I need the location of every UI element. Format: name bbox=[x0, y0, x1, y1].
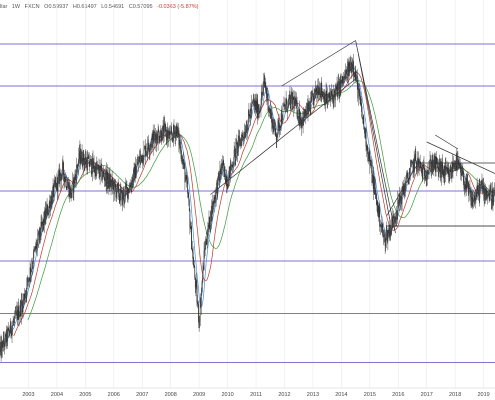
horizontal-levels-layer bbox=[0, 43, 495, 363]
x-tick-label-2013: 2013 bbox=[307, 392, 319, 398]
x-tick-label-2005: 2005 bbox=[79, 392, 91, 398]
trendlines-layer bbox=[210, 40, 495, 234]
change-value: -0.0363 (-5.87%) bbox=[157, 4, 199, 10]
moving-average-10 bbox=[4, 66, 495, 345]
moving-averages-layer bbox=[4, 66, 495, 345]
x-tick-label-2004: 2004 bbox=[51, 392, 63, 398]
x-tick-label-2008: 2008 bbox=[165, 392, 177, 398]
x-tick-label-2012: 2012 bbox=[278, 392, 290, 398]
x-tick-label-2018: 2018 bbox=[449, 392, 461, 398]
candles-layer bbox=[0, 53, 495, 362]
trendline-3 bbox=[358, 54, 391, 220]
ticker-label[interactable]: FXCN bbox=[24, 4, 40, 10]
x-tick-label-2009: 2009 bbox=[193, 392, 205, 398]
low-value: L0.54691 bbox=[101, 4, 125, 10]
x-tick-label-2019: 2019 bbox=[477, 392, 489, 398]
x-tick-label-2006: 2006 bbox=[108, 392, 120, 398]
symbol-header: llar 1W FXCN O0.59937 H0.61497 L0.54691 … bbox=[0, 4, 201, 14]
open-value: O0.59937 bbox=[44, 4, 69, 10]
x-tick-label-2010: 2010 bbox=[221, 392, 233, 398]
x-tick-label-2011: 2011 bbox=[250, 392, 262, 398]
trendline-4 bbox=[386, 162, 419, 216]
moving-average-52 bbox=[27, 80, 495, 321]
x-tick-label-2017: 2017 bbox=[421, 392, 433, 398]
trendline-1 bbox=[281, 40, 356, 87]
close-value: C0.57095 bbox=[128, 4, 153, 10]
high-value: H0.61497 bbox=[72, 4, 97, 10]
x-axis-ticks: 2003 2004 2005 2006 2007 2008 2009 2010 2011 2012… bbox=[22, 392, 489, 398]
interval-label[interactable]: 1W bbox=[11, 4, 21, 10]
trendline-0 bbox=[210, 78, 356, 195]
x-tick-label-2014: 2014 bbox=[335, 392, 347, 398]
x-tick-label-2003: 2003 bbox=[22, 392, 34, 398]
x-tick-label-2007: 2007 bbox=[136, 392, 148, 398]
moving-average-26 bbox=[13, 72, 495, 337]
symbol-prefix: llar bbox=[0, 4, 8, 10]
grid-layer bbox=[28, 0, 484, 388]
x-tick-label-2015: 2015 bbox=[364, 392, 376, 398]
trendline-6 bbox=[426, 141, 495, 174]
trendline-7 bbox=[435, 134, 459, 150]
x-tick-label-2016: 2016 bbox=[392, 392, 404, 398]
